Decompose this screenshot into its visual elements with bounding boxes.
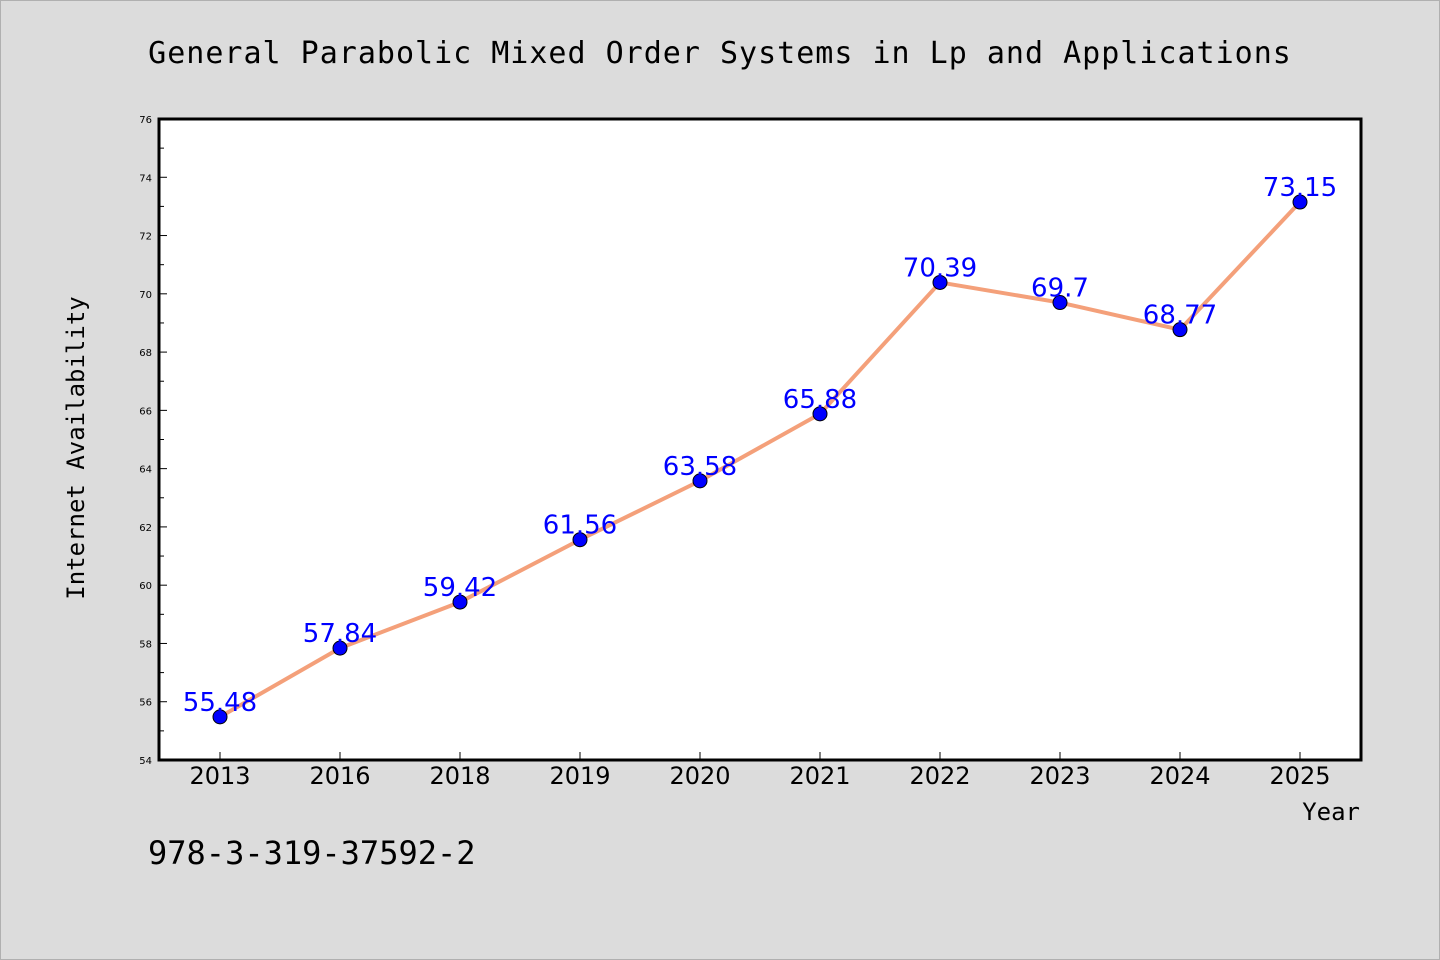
series-line: [219, 200, 1302, 719]
x-tick-label: 2024: [1149, 762, 1210, 790]
data-markers: [212, 194, 1308, 725]
data-label: 61.56: [543, 511, 617, 541]
y-tick-label: 62: [139, 523, 152, 534]
chart-title: General Parabolic Mixed Order Systems in…: [148, 36, 1292, 71]
y-tick-label: 54: [139, 756, 152, 767]
data-label: 57.84: [303, 619, 377, 649]
footer-isbn: 978-3-319-37592-2: [148, 834, 476, 872]
data-label: 65.88: [783, 385, 857, 415]
data-point: [572, 532, 588, 548]
y-tick-label: 74: [139, 173, 152, 184]
y-tick-label: 58: [139, 639, 152, 650]
data-point: [1052, 295, 1068, 311]
y-tick-label: 72: [139, 232, 152, 243]
x-tick-label: 2018: [429, 762, 490, 790]
y-tick-label: 60: [139, 581, 152, 592]
data-point: [1172, 322, 1188, 338]
data-labels: 55.48 57.84 59.42 61.56 63.58 65.88 70.39 69.7 6…: [183, 173, 1337, 718]
data-label: 59.42: [423, 573, 497, 603]
x-tick-label: 2021: [789, 762, 850, 790]
x-tick-label: 2019: [549, 762, 610, 790]
y-tick-label: 56: [139, 698, 152, 709]
data-point: [812, 406, 828, 422]
data-point: [692, 473, 708, 489]
y-tick-label: 70: [139, 290, 152, 301]
data-label: 68.77: [1143, 301, 1217, 331]
data-label: 70.39: [903, 253, 977, 283]
data-point: [1292, 194, 1308, 210]
data-label: 73.15: [1263, 173, 1337, 203]
y-axis-label: Internet Availability: [62, 296, 90, 599]
data-point: [332, 640, 348, 656]
data-point: [452, 594, 468, 610]
data-label: 55.48: [183, 688, 257, 718]
y-axis: 54 56 58 60 62 64 66 68 70 72 74 76: [139, 115, 167, 767]
y-tick-label: 64: [139, 465, 152, 476]
data-label: 63.58: [663, 452, 737, 482]
x-tick-label: 2022: [909, 762, 970, 790]
y-tick-label: 76: [139, 115, 152, 126]
x-tick-label: 2013: [189, 762, 250, 790]
data-point: [932, 274, 948, 290]
y-tick-label: 66: [139, 406, 152, 417]
plot-area: [157, 117, 1363, 762]
x-axis-label: Year: [1302, 798, 1360, 826]
y-tick-label: 68: [139, 348, 152, 359]
x-tick-label: 2020: [669, 762, 730, 790]
data-point: [212, 709, 228, 725]
x-axis: 2013 2016 2018 2019 2020 2021 2022 2023 2024 2025: [189, 752, 1331, 790]
x-tick-label: 2016: [309, 762, 370, 790]
data-label: 69.7: [1031, 274, 1089, 304]
x-tick-label: 2025: [1269, 762, 1330, 790]
x-tick-label: 2023: [1029, 762, 1090, 790]
